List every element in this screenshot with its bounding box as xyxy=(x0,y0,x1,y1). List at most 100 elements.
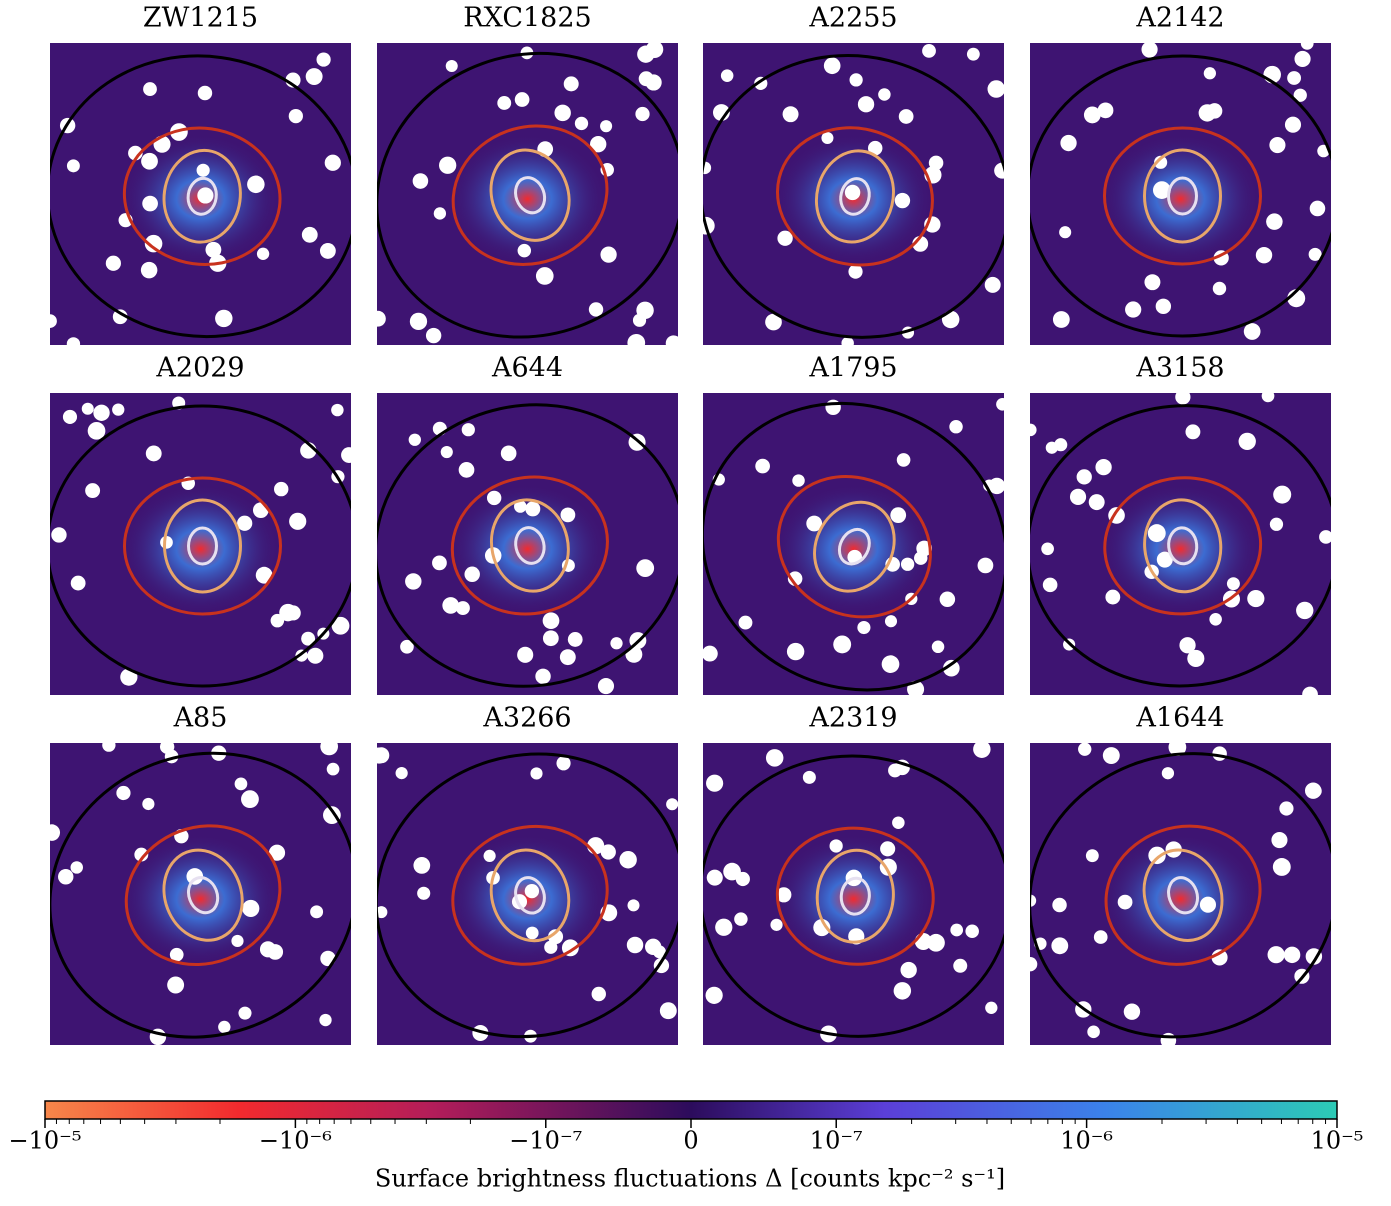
panel-title: A85 xyxy=(173,703,228,734)
masked-source xyxy=(1088,494,1105,511)
masked-source xyxy=(1269,517,1284,531)
masked-source xyxy=(1161,767,1175,780)
aperture xyxy=(50,751,351,1039)
panel-title: A2029 xyxy=(155,353,244,384)
masked-source xyxy=(142,195,158,212)
masked-source xyxy=(237,515,253,531)
panel-title: A3158 xyxy=(1135,353,1224,384)
masked-source xyxy=(301,631,316,646)
masked-source xyxy=(720,69,734,82)
masked-source xyxy=(66,159,80,173)
aperture xyxy=(776,474,932,619)
masked-source xyxy=(900,961,917,979)
masked-source xyxy=(1287,71,1302,85)
masked-source xyxy=(548,929,564,945)
masked-source xyxy=(197,85,213,101)
masked-source xyxy=(105,255,121,271)
masked-source xyxy=(270,613,285,628)
masked-source xyxy=(542,612,560,630)
masked-source xyxy=(738,615,753,630)
masked-source xyxy=(310,905,324,919)
masked-source xyxy=(792,474,805,487)
masked-source xyxy=(560,507,576,523)
masked-source xyxy=(1267,946,1285,964)
panel xyxy=(50,393,351,695)
masked-source xyxy=(965,924,979,938)
masked-source xyxy=(1179,637,1196,654)
masked-source xyxy=(169,947,184,962)
masked-source xyxy=(894,192,911,209)
masked-source xyxy=(806,515,823,532)
aperture xyxy=(514,176,547,215)
panel xyxy=(377,393,678,695)
masked-source xyxy=(1059,226,1072,239)
masked-source xyxy=(597,677,615,695)
masked-source xyxy=(627,899,640,912)
tick-label: 10⁻⁷ xyxy=(810,1127,863,1155)
panel xyxy=(703,393,1004,695)
masked-source xyxy=(445,59,458,72)
masked-source xyxy=(517,646,534,663)
colorbar xyxy=(44,1100,1338,1120)
masked-source xyxy=(442,597,459,614)
masked-source xyxy=(112,403,125,416)
masked-source xyxy=(953,958,968,973)
masked-source xyxy=(652,945,666,959)
masked-source xyxy=(987,80,1004,98)
aperture xyxy=(186,176,218,216)
masked-source xyxy=(432,555,447,571)
masked-source xyxy=(600,246,617,263)
aperture xyxy=(377,752,678,1039)
masked-source xyxy=(1052,897,1067,913)
aperture xyxy=(703,54,1004,339)
masked-source xyxy=(813,919,831,937)
masked-source xyxy=(825,399,841,415)
masked-source xyxy=(559,649,576,666)
panel xyxy=(50,43,351,345)
masked-source xyxy=(341,447,351,463)
masked-source xyxy=(1093,930,1108,944)
masked-source xyxy=(666,798,678,811)
masked-source xyxy=(438,156,457,174)
masked-source xyxy=(1226,577,1240,591)
masked-source xyxy=(525,926,539,940)
masked-source xyxy=(1261,393,1275,403)
masked-source xyxy=(591,986,606,1002)
masked-source xyxy=(1060,134,1077,152)
masked-source xyxy=(659,1002,677,1020)
panel xyxy=(703,743,1004,1045)
panel-title: A2319 xyxy=(808,703,897,734)
masked-source xyxy=(1175,393,1191,405)
aperture xyxy=(377,403,678,688)
aperture xyxy=(451,824,609,966)
masked-source xyxy=(1293,88,1307,102)
masked-source xyxy=(324,154,341,171)
masked-source xyxy=(1266,213,1283,230)
masked-source xyxy=(833,635,852,654)
masked-source xyxy=(486,490,502,506)
masked-source xyxy=(458,462,475,478)
masked-source xyxy=(241,790,259,809)
masked-source xyxy=(215,309,233,328)
masked-source xyxy=(242,899,260,917)
masked-source xyxy=(1269,137,1286,154)
aperture xyxy=(124,824,282,966)
aperture xyxy=(162,848,244,942)
masked-source xyxy=(985,1001,998,1014)
masked-source xyxy=(140,261,158,279)
masked-source xyxy=(1152,181,1171,199)
masked-source xyxy=(574,116,589,131)
masked-source xyxy=(884,615,898,628)
masked-source xyxy=(890,507,907,524)
masked-source xyxy=(412,173,429,189)
masked-source xyxy=(247,175,265,194)
tick-label: −10⁻⁷ xyxy=(509,1127,582,1155)
masked-source xyxy=(331,616,350,635)
masked-source xyxy=(1125,301,1142,318)
aperture xyxy=(377,51,678,339)
masked-source xyxy=(93,404,110,421)
masked-source xyxy=(848,264,863,279)
masked-source xyxy=(268,844,286,861)
masked-source xyxy=(1052,311,1070,328)
masked-source xyxy=(413,857,431,874)
